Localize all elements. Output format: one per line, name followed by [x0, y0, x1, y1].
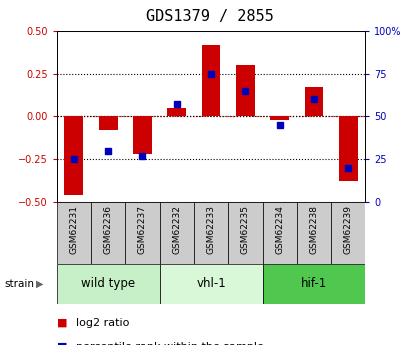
Bar: [270, 117, 289, 120]
Text: GSM62233: GSM62233: [207, 205, 215, 254]
Bar: [160, 264, 262, 304]
Text: GSM62239: GSM62239: [344, 205, 353, 254]
Bar: [262, 264, 365, 304]
Text: GSM62232: GSM62232: [172, 205, 181, 254]
Bar: [228, 202, 262, 264]
Bar: [194, 202, 228, 264]
Text: ■: ■: [57, 318, 67, 327]
Text: GSM62236: GSM62236: [104, 205, 113, 254]
Text: strain: strain: [4, 279, 34, 289]
Bar: [160, 202, 194, 264]
Bar: [133, 117, 152, 154]
Bar: [262, 202, 297, 264]
Text: ■: ■: [57, 342, 67, 345]
Bar: [57, 202, 91, 264]
Text: GSM62234: GSM62234: [275, 205, 284, 254]
Text: percentile rank within the sample: percentile rank within the sample: [76, 342, 263, 345]
Bar: [331, 202, 365, 264]
Text: GSM62238: GSM62238: [310, 205, 318, 254]
Text: GSM62235: GSM62235: [241, 205, 250, 254]
Text: hif-1: hif-1: [301, 277, 327, 290]
Bar: [236, 65, 255, 117]
Bar: [64, 117, 83, 195]
Bar: [339, 117, 358, 181]
Text: wild type: wild type: [81, 277, 135, 290]
Bar: [297, 202, 331, 264]
Text: vhl-1: vhl-1: [196, 277, 226, 290]
Bar: [167, 108, 186, 117]
Text: GDS1379 / 2855: GDS1379 / 2855: [146, 9, 274, 23]
Bar: [125, 202, 160, 264]
Bar: [91, 202, 125, 264]
Text: GSM62237: GSM62237: [138, 205, 147, 254]
Bar: [304, 87, 323, 117]
Text: GSM62231: GSM62231: [69, 205, 79, 254]
Bar: [99, 117, 118, 130]
Bar: [202, 45, 220, 117]
Bar: [57, 264, 160, 304]
Text: log2 ratio: log2 ratio: [76, 318, 129, 327]
Text: ▶: ▶: [36, 279, 43, 289]
